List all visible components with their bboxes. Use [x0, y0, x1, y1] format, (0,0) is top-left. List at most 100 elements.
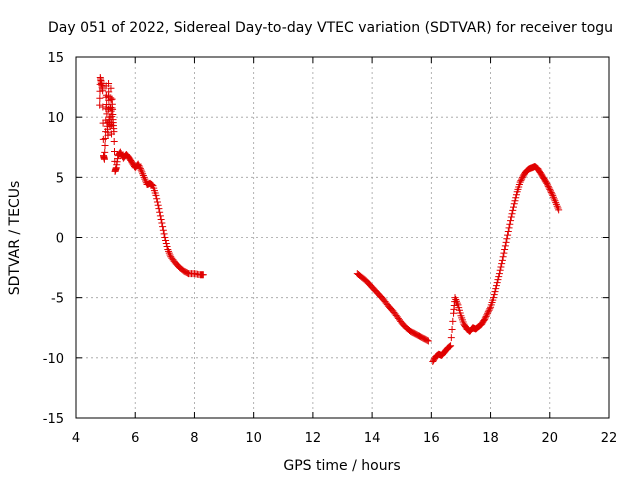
data-point: [159, 226, 167, 234]
data-point: [106, 123, 114, 131]
data-point: [424, 337, 432, 345]
data-point: [512, 194, 520, 202]
data-point: [544, 181, 552, 189]
data-point: [101, 148, 109, 156]
x-tick-labels: 4 6 8 10 12 14 16 18 20 22: [72, 431, 617, 446]
x-tick-label: 14: [364, 431, 381, 446]
data-point: [510, 200, 518, 208]
data-point: [138, 168, 146, 176]
data-point: [481, 314, 489, 322]
data-point: [136, 163, 144, 171]
data-point: [452, 295, 460, 303]
data-point: [552, 200, 560, 208]
data-point: [518, 175, 526, 183]
data-point: [162, 237, 170, 245]
data-point: [445, 343, 453, 351]
data-point: [152, 191, 160, 199]
data-point: [555, 206, 563, 214]
data-point: [99, 103, 107, 111]
data-point: [494, 276, 502, 284]
data-point: [449, 317, 457, 325]
data-point: [134, 160, 142, 168]
x-tick-label: 16: [423, 431, 440, 446]
data-point: [199, 271, 207, 279]
data-point: [486, 305, 494, 313]
data-point: [550, 195, 558, 203]
data-point: [502, 238, 510, 246]
data-point: [139, 172, 147, 180]
chart-title: Day 051 of 2022, Sidereal Day-to-day VTE…: [48, 20, 613, 36]
data-point: [491, 288, 499, 296]
data-point: [110, 147, 118, 155]
x-tick-label: 8: [190, 431, 198, 446]
data-point: [503, 235, 511, 243]
x-tick-label: 6: [131, 431, 139, 446]
data-point: [163, 243, 171, 251]
data-point: [490, 294, 498, 302]
series-segment-3: [429, 163, 563, 365]
data-point: [484, 308, 492, 316]
data-point: [156, 208, 164, 216]
data-point: [483, 311, 491, 319]
data-point: [161, 234, 169, 241]
grid-lines: [76, 57, 609, 418]
data-point: [516, 178, 524, 186]
axis-ticks: [75, 56, 610, 419]
x-tick-label: 20: [542, 431, 559, 446]
data-point: [490, 291, 498, 299]
data-point: [107, 96, 115, 104]
data-point: [543, 179, 551, 187]
series-segment-2: [353, 270, 432, 345]
data-point: [492, 285, 500, 293]
data-point: [497, 263, 505, 271]
data-point: [547, 187, 555, 195]
data-point: [504, 231, 512, 239]
data-point: [160, 230, 168, 238]
data-point: [96, 101, 104, 109]
data-point: [498, 256, 506, 264]
data-point: [484, 309, 492, 317]
data-point: [154, 201, 162, 209]
data-point: [501, 242, 509, 250]
data-point: [96, 94, 104, 102]
data-point: [107, 107, 115, 115]
series-segment-1: [96, 73, 207, 279]
data-point: [549, 191, 557, 199]
data-point: [423, 336, 431, 344]
data-point: [165, 249, 173, 257]
data-point: [164, 246, 172, 254]
data-point: [117, 150, 125, 158]
data-point: [105, 88, 113, 96]
data-point: [453, 299, 461, 307]
data-point: [165, 247, 173, 255]
data-point: [507, 213, 515, 221]
data-point: [448, 326, 456, 334]
data-point: [512, 191, 520, 199]
data-points: [96, 73, 563, 365]
y-tick-label: 10: [47, 111, 64, 126]
data-point: [153, 198, 161, 206]
y-tick-label: -5: [51, 292, 64, 307]
data-point: [498, 260, 506, 268]
data-point: [500, 249, 508, 257]
y-tick-label: 15: [47, 51, 64, 66]
data-point: [549, 193, 557, 201]
data-point: [495, 273, 503, 281]
x-tick-label: 18: [482, 431, 499, 446]
x-tick-label: 10: [245, 431, 262, 446]
data-point: [493, 279, 501, 287]
y-tick-label: -10: [43, 352, 64, 367]
data-point: [140, 173, 148, 181]
y-tick-label: 5: [56, 171, 64, 186]
data-point: [110, 128, 118, 136]
data-point: [545, 184, 553, 192]
data-point: [451, 294, 459, 302]
data-point: [507, 217, 515, 225]
data-point: [501, 246, 509, 254]
data-point: [135, 162, 143, 170]
data-point: [517, 177, 525, 185]
y-tick-label: -15: [43, 412, 64, 427]
data-point: [547, 188, 555, 196]
data-point: [156, 212, 164, 220]
